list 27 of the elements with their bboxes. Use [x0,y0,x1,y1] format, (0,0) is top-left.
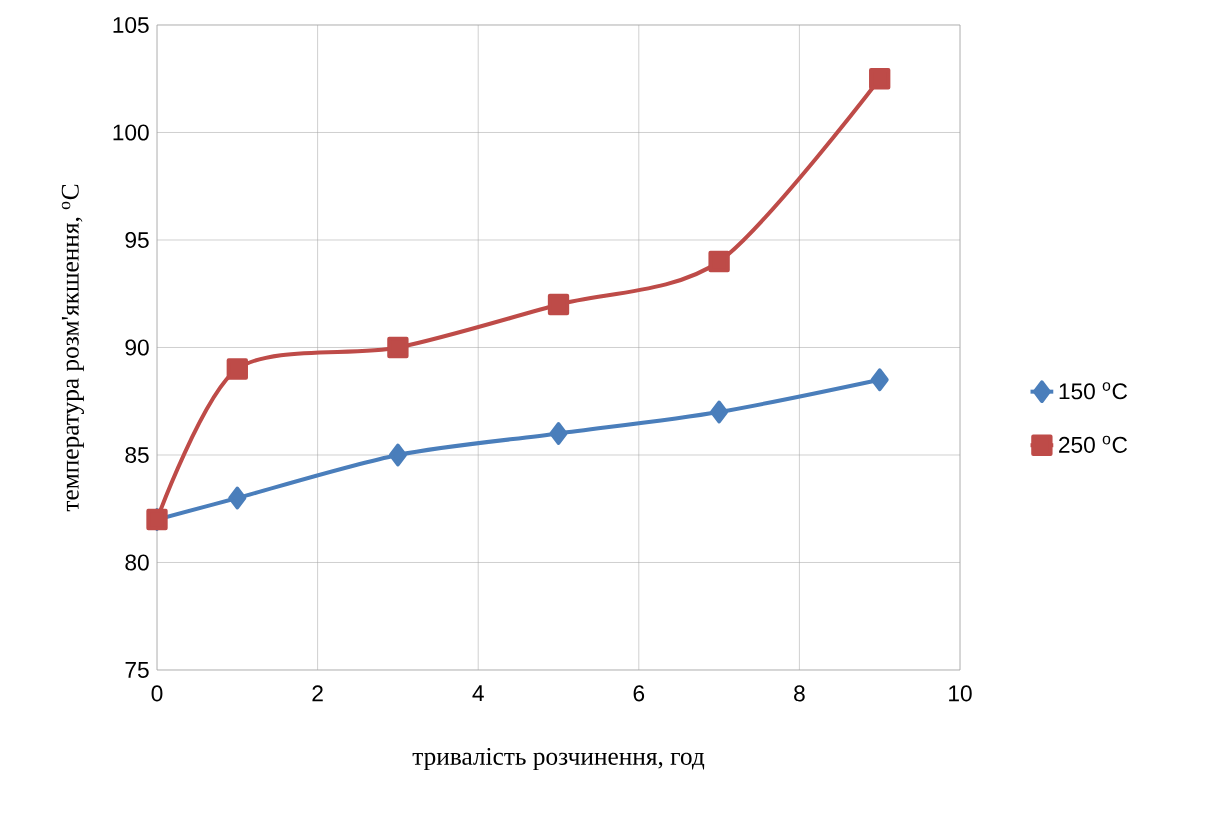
point [710,400,729,424]
x-tick-label: 8 [794,685,805,702]
y-axis-title: температура розм'якшення, $^{o}$C [61,184,84,512]
y-tick-label: 80 [125,554,149,571]
x-tick-label: 6 [633,685,645,702]
point [708,250,730,273]
point [870,368,889,392]
point [387,336,409,359]
y-tick-label: 90 [125,339,149,356]
y-tick-label: 75 [125,662,149,678]
x-tick-label: 10 [949,685,972,702]
x-tick-label: 0 [151,685,163,702]
x-tick-label: 4 [472,685,484,701]
x-tick-label: 2 [312,685,323,702]
y-tick-label: 85 [125,446,149,464]
point [228,486,247,510]
point [547,293,570,316]
legend-label: 250 $^{o}$C [1059,435,1128,453]
x-axis-title: тривалість розчинення, год [412,747,705,771]
point [226,358,248,380]
legend-label: 150 $^{o}$C [1059,382,1128,400]
point [549,422,568,445]
point [869,68,891,90]
y-tick-label: 95 [125,231,149,249]
point [388,443,407,467]
y-tick-label: 105 [113,16,149,34]
y-tick-label: 100 [113,124,149,141]
